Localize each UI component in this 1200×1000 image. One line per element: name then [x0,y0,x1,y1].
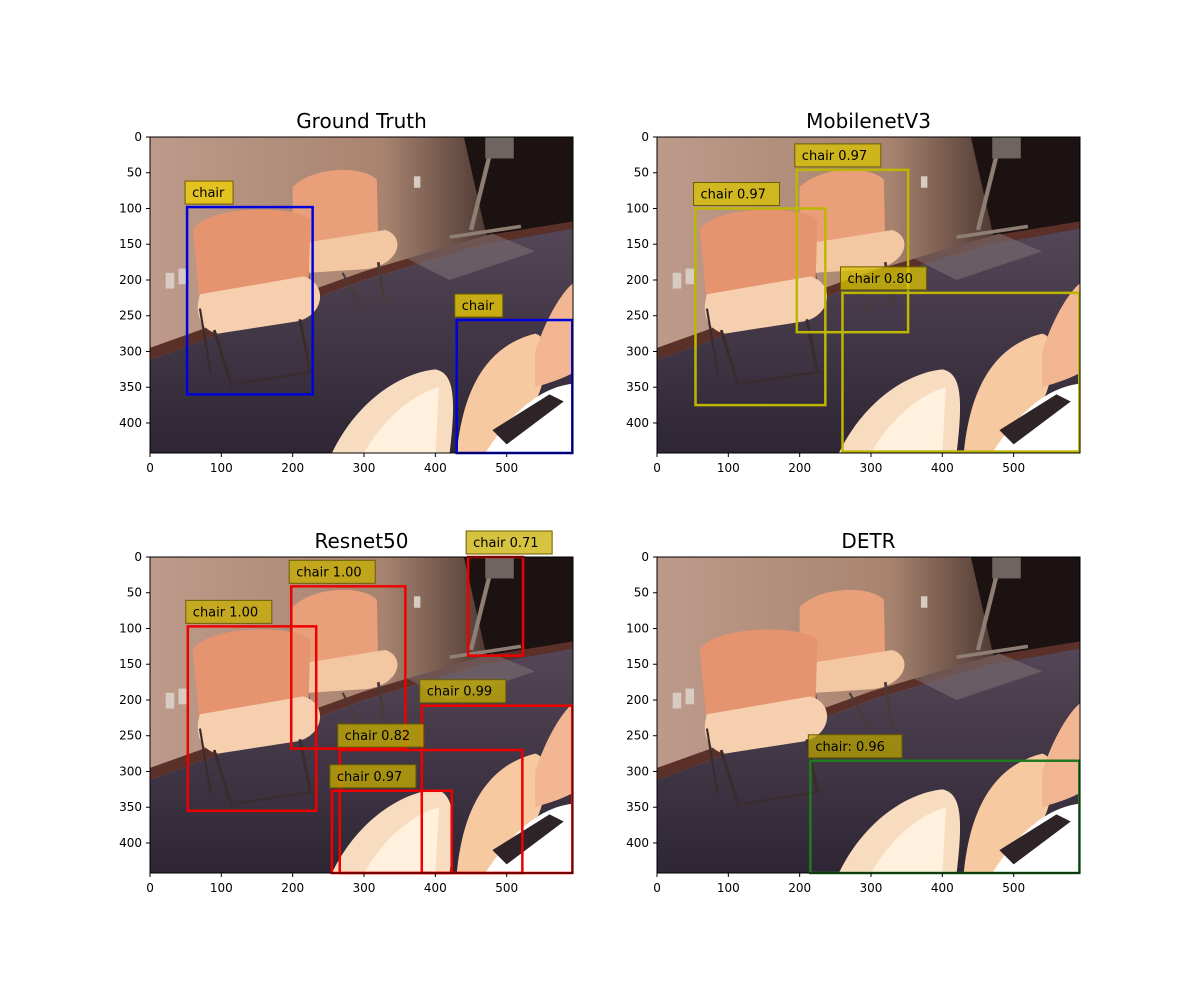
x-tick-label: 200 [788,881,811,895]
y-tick-label: 350 [626,380,649,394]
y-tick-label: 0 [641,130,649,144]
detection-label: chair 0.99 [427,685,492,700]
y-tick-label: 400 [119,836,142,850]
y-tick-label: 300 [626,764,649,778]
detection-label: chair: 0.96 [815,740,885,755]
x-tick-label: 400 [931,881,954,895]
x-tick-label: 300 [860,461,883,475]
x-tick-label: 100 [210,461,233,475]
panel-ground-truth: Ground Truth chair chair 0 100 200 300 400 500 0 5… [119,109,573,475]
panel-detr: DETR chair: 0.96 0 100 200 300 400 500 0 50 100 150… [626,529,1080,895]
y-tick-label: 300 [119,764,142,778]
detection-label: chair 0.71 [473,536,538,551]
x-tick-label: 0 [653,461,661,475]
y-tick-label: 100 [626,621,649,635]
detection-label: chair [192,186,225,201]
y-tick-label: 150 [119,237,142,251]
x-tick-label: 100 [210,881,233,895]
detection-label: chair 1.00 [296,565,361,580]
y-tick-label: 50 [634,166,649,180]
y-tick-label: 50 [634,586,649,600]
y-tick-label: 150 [626,657,649,671]
x-tick-label: 500 [495,881,518,895]
detection-label: chair 0.97 [337,770,402,785]
x-tick-label: 100 [717,461,740,475]
x-tick-label: 200 [788,461,811,475]
detection-label: chair 1.00 [193,605,258,620]
x-tick-label: 100 [717,881,740,895]
y-tick-label: 200 [626,273,649,287]
detection-label: chair 0.97 [802,149,867,164]
y-tick-label: 250 [626,309,649,323]
x-tick-label: 400 [424,461,447,475]
y-tick-label: 100 [626,201,649,215]
y-tick-label: 50 [127,586,142,600]
x-tick-label: 200 [281,461,304,475]
y-tick-label: 250 [119,309,142,323]
x-tick-label: 300 [860,881,883,895]
y-tick-label: 300 [626,344,649,358]
detection-label: chair 0.82 [345,729,410,744]
y-tick-label: 350 [119,380,142,394]
x-tick-label: 400 [424,881,447,895]
x-tick-label: 300 [353,461,376,475]
x-tick-label: 400 [931,461,954,475]
x-tick-label: 200 [281,881,304,895]
detection-label: chair 0.80 [847,272,912,287]
y-tick-label: 0 [641,550,649,564]
y-tick-label: 150 [119,657,142,671]
y-tick-label: 50 [127,166,142,180]
x-tick-label: 0 [146,881,154,895]
x-tick-label: 300 [353,881,376,895]
panel-title: DETR [841,529,895,553]
y-tick-label: 350 [119,800,142,814]
y-tick-label: 300 [119,344,142,358]
y-tick-label: 150 [626,237,649,251]
y-tick-label: 0 [134,130,142,144]
x-tick-label: 500 [1002,461,1025,475]
panel-resnet50: Resnet50 chair 1.00 chair 0.71 chair 1.00 ch… [119,529,573,895]
y-tick-label: 250 [119,729,142,743]
y-tick-label: 0 [134,550,142,564]
x-tick-label: 0 [653,881,661,895]
y-tick-label: 250 [626,729,649,743]
detection-label: chair [462,299,495,314]
panel-title: MobilenetV3 [806,109,931,133]
x-tick-label: 0 [146,461,154,475]
y-tick-label: 400 [119,416,142,430]
detection-label: chair 0.97 [701,187,766,202]
panel-title: Ground Truth [296,109,427,133]
y-tick-label: 100 [119,201,142,215]
photo-image [657,557,1080,873]
y-tick-label: 400 [626,836,649,850]
y-tick-label: 200 [119,273,142,287]
y-tick-label: 200 [119,693,142,707]
x-tick-label: 500 [1002,881,1025,895]
y-tick-label: 350 [626,800,649,814]
y-tick-label: 100 [119,621,142,635]
y-tick-label: 200 [626,693,649,707]
x-tick-label: 500 [495,461,518,475]
y-tick-label: 400 [626,416,649,430]
panel-mobilenetv3: MobilenetV3 chair 0.97 chair 0.97 chair 0.8… [626,109,1080,475]
panel-title: Resnet50 [315,529,409,553]
